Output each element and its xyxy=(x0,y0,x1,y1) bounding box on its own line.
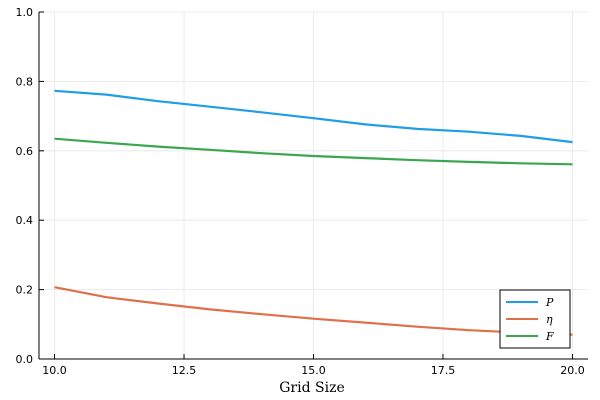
legend-label: η xyxy=(546,313,553,326)
tick-labels: 10.0 12.5 15.0 17.5 20.0 0.0 0.2 0.4 0.6 0.8 1.0 xyxy=(16,6,585,377)
series-line xyxy=(54,89,573,144)
grid-lines xyxy=(39,11,588,360)
series-line xyxy=(54,137,573,166)
y-tick-label: 0.6 xyxy=(16,145,34,158)
legend-label: F xyxy=(545,330,554,343)
x-tick-label: 20.0 xyxy=(560,364,585,377)
x-tick-label: 17.5 xyxy=(431,364,456,377)
x-axis-title: Grid Size xyxy=(279,380,345,396)
x-tick-label: 15.0 xyxy=(301,364,326,377)
y-tick-label: 0.2 xyxy=(16,284,34,297)
axes xyxy=(38,11,588,360)
legend-label: P xyxy=(545,296,554,309)
series-lines xyxy=(54,89,573,336)
y-tick-label: 1.0 xyxy=(16,6,34,19)
legend: PηF xyxy=(499,289,571,349)
y-tick-label: 0.8 xyxy=(16,75,34,88)
y-tick-label: 0.0 xyxy=(16,353,34,366)
series-line xyxy=(54,286,573,336)
x-tick-label: 12.5 xyxy=(172,364,197,377)
y-tick-label: 0.4 xyxy=(16,214,34,227)
x-tick-label: 10.0 xyxy=(42,364,67,377)
